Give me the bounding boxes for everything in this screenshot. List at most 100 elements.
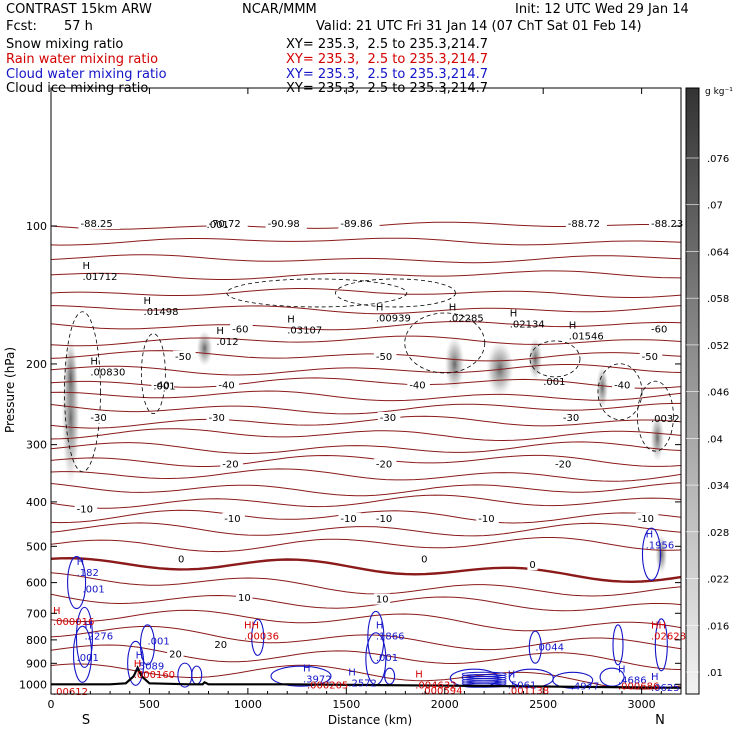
rain-label-h-marker: H [415,669,423,680]
cloud-water-contour [528,630,542,664]
temperature-isotherm [51,350,681,362]
snow-label-value: .01546 [569,331,604,342]
temperature-label-bg [639,350,663,362]
temperature-contour-label: -90.98 [268,219,300,230]
temperature-contour-label: 0 [178,555,184,566]
temperature-isotherm [51,320,681,331]
temperature-label-bg [635,512,659,524]
snow-shade-blob [655,534,668,575]
snow-contour [529,340,581,378]
y-tick-label: 1000 [19,678,47,691]
field-xy-snow: XY= 235.3, 2.5 to 235.3,214.7 [286,37,489,52]
temperature-label-bg [151,379,174,391]
snow-label-h-marker: H [569,320,577,331]
colorbar-tick-label: .04 [707,434,723,445]
temperature-label-bg [212,639,229,651]
y-tick-label: 500 [26,540,47,553]
snow-label-value: .001 [207,220,229,231]
temperature-label-bg [206,217,248,229]
snow-contour [64,311,101,473]
temperature-isotherm [51,364,681,376]
temperature-contour-label: -50 [376,352,392,363]
snow-label-h-marker: H [287,315,295,326]
cloud-water-label-h-marker: H [348,667,356,678]
temperature-contour-label: -50 [175,352,191,363]
temperature-contour-label: -10 [638,514,654,525]
temperature-isotherm [51,454,681,467]
rain-label-value: .000016 [53,617,94,628]
terrain-line [51,665,681,689]
temperature-contour-label: 20 [169,650,182,661]
temperature-label-bg [222,512,245,524]
temperature-contour-label: -40 [614,380,630,391]
y-tick-label: 300 [26,439,47,452]
cloud-water-contour [72,625,93,683]
cloud-water-contour [270,665,332,687]
cloud-water-label-h-marker: H [77,557,85,568]
temperature-isotherm [51,305,681,315]
temperature-contour-label: 0 [421,555,427,566]
snow-label-h-marker: H [510,309,518,320]
temperature-label-bg [216,379,239,391]
cloud-water-contour [641,527,662,581]
temperature-contour-label: -30 [563,413,579,424]
temperature-contour-label: -50 [642,352,658,363]
temperature-isotherm [51,468,681,482]
rain-label-h-marker: HH [651,620,666,631]
snow-contour [140,333,166,415]
colorbar-tick-label: .028 [707,528,729,539]
temperature-label-bg [373,350,397,362]
cloud-water-label-value: .5089 [136,662,165,673]
rain-label-h-marker: H [53,606,61,617]
temperature-label-bg [553,458,576,470]
y-tick-label: 700 [26,607,47,620]
temperature-contour-label: 20 [214,640,227,651]
snow-label-value: .012 [216,337,238,348]
field-xy-rain: XY= 235.3, 2.5 to 235.3,214.7 [286,52,489,67]
cloud-water-label-value: .0625 [651,683,680,694]
temperature-isotherm [51,390,681,402]
snow-contour [404,312,486,374]
colorbar [685,87,700,695]
cloud-water-label-value: .4977 [571,681,600,692]
temperature-contour-label: -88.23 [651,219,683,230]
field-name-snow: Snow mixing ratio [6,37,124,52]
snow-contour [226,278,408,308]
snow-contours [64,278,674,473]
cloud-water-label-value: .1956 [646,540,675,551]
temperature-label-bg [230,323,253,335]
model-title: CONTRAST 15km ARW [6,2,152,17]
x-ticks: 0 500 1000 1500 2000 2500 3000 [48,88,662,711]
cloud-water-contour [191,665,203,685]
cloud-water-label-value: .5061 [508,680,537,691]
y-axis-label: Pressure (hPa) [3,347,17,433]
cloud-water-label-h-marker: H [618,664,626,675]
temperature-isotherm [51,270,681,280]
temperature-contour-label: -40 [218,380,234,391]
temperature-contour-label: -88.25 [81,219,113,230]
temperature-isotherm [51,402,681,415]
temperature-contour-label: -10 [340,514,356,525]
temperature-isotherm [51,237,681,246]
temperature-label-bg [88,411,111,423]
snow-label-value: .02134 [510,320,545,331]
colorbar-tick-label: .07 [707,201,723,212]
north-label: N [655,713,665,728]
cloud-water-label-value: .182 [77,568,99,579]
snow-label-value: .001 [153,381,175,392]
cloud-water-contour [552,671,594,689]
temperature-contour-label: -10 [224,514,240,525]
x-tick-label: 1000 [234,698,262,711]
temperature-label-bg [377,411,401,423]
cloud-water-label-h-marker: H [84,620,92,631]
temperature-isotherm [51,494,681,509]
temperature-isotherm [51,482,681,497]
rain-label-value: .00036 [244,631,279,642]
temperature-contour-label: -60 [651,325,667,336]
colorbar-tick-label: .076 [707,154,729,165]
temperature-contour-label: -40 [153,380,169,391]
cloud-water-contour [367,610,385,664]
temperature-isotherm [51,537,681,553]
center-label: NCAR/MMM [242,2,317,17]
